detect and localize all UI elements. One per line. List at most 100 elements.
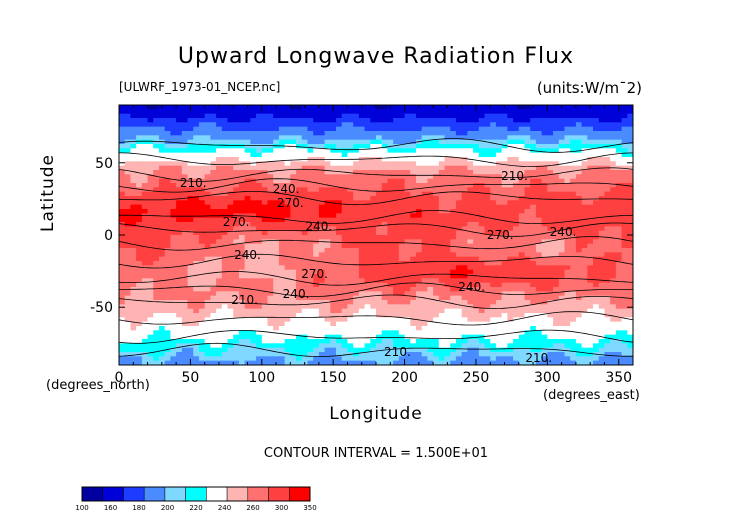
field-cell [490, 217, 497, 223]
field-cell [233, 105, 240, 110]
field-cell [398, 105, 406, 110]
field-cell [273, 144, 280, 149]
field-cell [501, 287, 508, 292]
field-cell [547, 317, 554, 323]
field-cell [336, 191, 343, 197]
field-cell [221, 165, 229, 171]
field-cell [290, 135, 297, 141]
field-cell [324, 269, 331, 275]
field-cell [621, 226, 628, 232]
field-cell [490, 321, 497, 327]
field-cell [341, 321, 349, 327]
field-cell [250, 248, 257, 253]
field-cell [153, 165, 160, 171]
field-cell [353, 339, 360, 344]
field-cell [450, 304, 457, 310]
field-cell [495, 278, 503, 284]
field-cell [193, 161, 200, 167]
field-cell [170, 304, 177, 310]
field-cell [261, 109, 269, 115]
field-cell [473, 148, 480, 154]
field-cell [535, 261, 543, 266]
field-cell [170, 252, 177, 258]
field-cell [495, 252, 503, 258]
field-cell [581, 269, 588, 275]
field-cell [284, 261, 291, 266]
field-cell [455, 148, 463, 154]
field-cell [347, 295, 354, 301]
field-cell [541, 126, 548, 132]
field-cell [347, 191, 354, 197]
field-cell [518, 339, 526, 344]
field-cell [627, 200, 633, 206]
field-cell [198, 243, 206, 249]
field-cell [204, 343, 211, 349]
field-cell [564, 144, 571, 149]
field-cell [433, 135, 440, 141]
field-cell [136, 243, 143, 249]
field-cell [604, 209, 611, 214]
field-cell [518, 330, 526, 336]
field-cell [216, 265, 223, 271]
field-cell [518, 278, 526, 284]
field-cell [301, 326, 309, 331]
field-cell [256, 178, 263, 184]
field-cell [147, 291, 154, 297]
field-cell [615, 248, 623, 253]
field-cell [153, 339, 160, 344]
field-cell [181, 165, 189, 171]
field-cell [558, 308, 566, 314]
field-cell [524, 178, 531, 184]
field-cell [433, 178, 440, 184]
field-cell [170, 308, 177, 314]
field-cell [615, 187, 623, 193]
field-cell [210, 291, 217, 297]
field-cell [575, 165, 583, 171]
field-cell [273, 334, 280, 340]
field-cell [444, 109, 451, 115]
field-cell [433, 118, 440, 123]
field-cell [376, 109, 383, 115]
field-cell [176, 343, 183, 349]
field-cell [176, 295, 183, 301]
field-cell [313, 161, 320, 167]
field-cell [278, 326, 286, 331]
field-cell [336, 300, 343, 305]
field-cell [347, 317, 354, 323]
field-cell [227, 308, 234, 314]
field-cell [593, 183, 600, 188]
field-cell [347, 243, 354, 249]
field-cell [278, 295, 286, 301]
field-cell [216, 204, 223, 210]
field-cell [558, 295, 566, 301]
field-cell [495, 144, 503, 149]
field-cell [455, 239, 463, 245]
field-cell [347, 248, 354, 253]
field-cell [530, 334, 537, 340]
field-cell [193, 308, 200, 314]
field-cell [610, 217, 617, 223]
field-cell [575, 222, 583, 227]
field-cell [296, 209, 303, 214]
field-cell [147, 287, 154, 292]
field-cell [347, 148, 354, 154]
field-cell [324, 178, 331, 184]
field-cell [290, 239, 297, 245]
field-cell [233, 235, 240, 240]
field-cell [564, 109, 571, 115]
field-cell [467, 330, 474, 336]
field-cell [318, 187, 326, 193]
field-cell [615, 118, 623, 123]
field-cell [564, 291, 571, 297]
field-cell [467, 265, 474, 271]
field-cell [564, 326, 571, 331]
field-cell [364, 213, 371, 219]
field-cell [273, 113, 280, 119]
field-cell [147, 313, 154, 318]
field-cell [410, 213, 417, 219]
field-cell [244, 265, 251, 271]
field-cell [387, 170, 394, 175]
field-cell [421, 278, 428, 284]
field-cell [621, 178, 628, 184]
field-cell [147, 157, 154, 162]
